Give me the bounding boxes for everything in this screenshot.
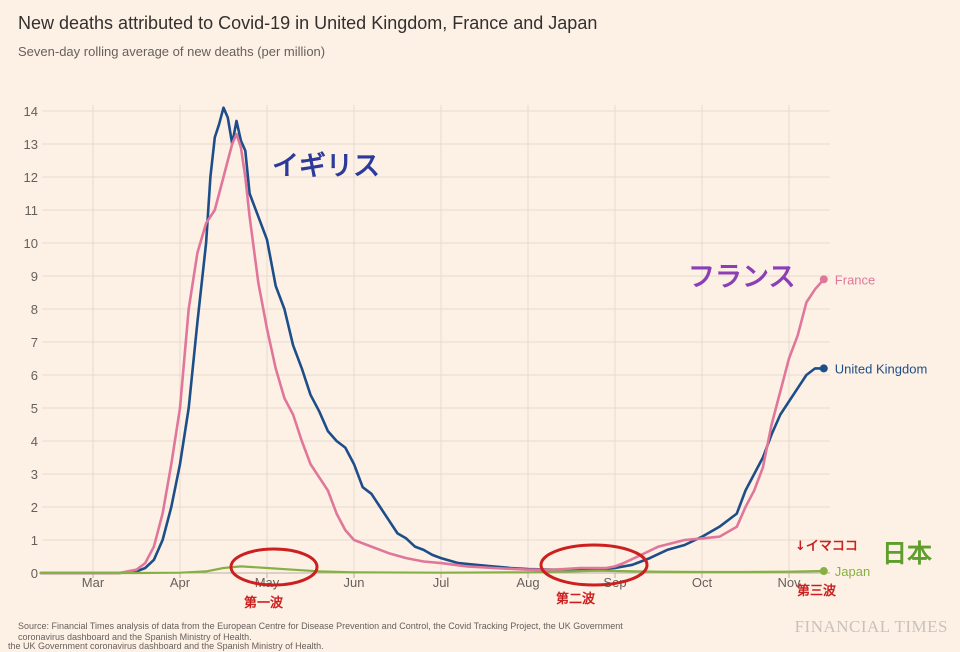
y-tick-label: 2 [31,500,38,515]
y-tick-label: 10 [24,236,38,251]
y-tick-label: 12 [24,170,38,185]
series-labels: United Kingdom France Japan [835,272,928,579]
y-tick-label: 11 [25,203,39,218]
series-endpoint-france [819,275,828,284]
y-tick-label: 3 [31,467,38,482]
series-label-uk: United Kingdom [835,361,928,376]
y-tick-label: 1 [31,533,38,548]
annotation-uk-jp: イギリス [272,151,380,182]
series-layer [39,106,828,576]
y-tick-label: 0 [31,566,38,581]
annotation-france-jp: フランス [688,262,795,293]
x-axis-ticks: Mar Apr May Jun Jul Aug Sep Oct Nov [82,573,801,590]
y-tick-label: 6 [31,368,38,383]
y-tick-label: 4 [31,434,38,449]
x-tick-label: Mar [82,575,105,590]
annotation-now-marker: ↓イマココ [795,539,858,554]
series-line-uk [39,106,826,575]
y-tick-label: 14 [24,104,38,119]
wave1-circle [229,547,319,587]
x-tick-label: Jun [344,575,365,590]
series-label-france: France [835,272,875,287]
source-note: Source: Financial Times analysis of data… [18,621,623,642]
series-label-japan: Japan [835,564,870,579]
annotation-wave1: 第一波 [244,595,284,611]
y-tick-label: 9 [31,269,38,284]
wave2-circle [539,543,649,587]
annotation-wave2: 第二波 [556,591,596,607]
y-tick-label: 8 [31,302,38,317]
series-endpoint-japan [819,567,828,576]
brand-watermark: FINANCIAL TIMES [794,617,948,636]
series-line-japan [39,565,825,575]
annotation-wave3: 第三波 [797,583,837,599]
chart-subtitle: Seven-day rolling average of new deaths … [18,44,326,59]
series-line-france [39,132,826,575]
x-tick-label: Jul [433,575,450,590]
chart-title: New deaths attributed to Covid-19 in Uni… [18,13,598,33]
series-endpoint-uk [819,364,828,373]
y-tick-label: 5 [31,401,38,416]
annotation-japan-jp: 日本 [882,539,932,568]
y-tick-label: 7 [31,335,38,350]
source-note-duplicate: the UK Government coronavirus dashboard … [8,641,324,651]
x-tick-label: Aug [516,575,539,590]
x-tick-label: Nov [777,575,801,590]
x-tick-label: Oct [692,575,713,590]
grid-layer [42,105,830,574]
y-tick-label: 13 [24,137,38,152]
x-tick-label: Apr [170,575,191,590]
